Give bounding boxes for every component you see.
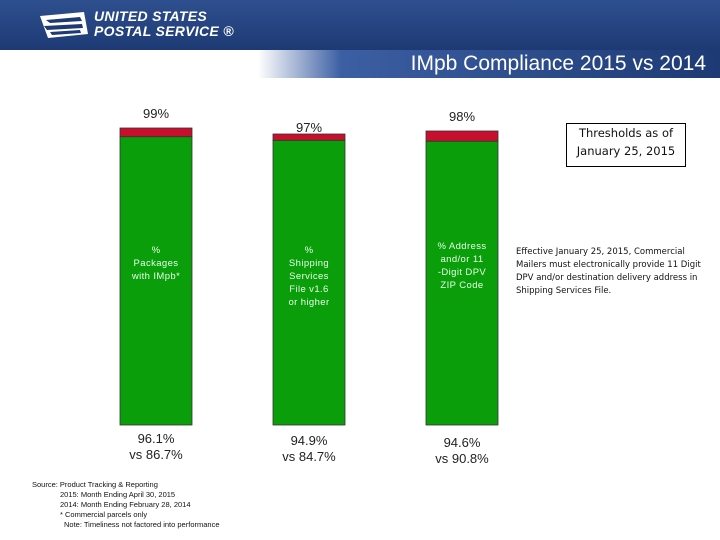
source-line: Note: Timeliness not factored into perfo… bbox=[64, 520, 220, 529]
source-line: Source: Product Tracking & Reporting bbox=[32, 480, 158, 489]
bar-gap-address bbox=[425, 130, 499, 142]
comparison-shipping-file: 94.9% vs 84.7% bbox=[282, 433, 336, 464]
usps-wordmark: UNITED STATES POSTAL SERVICE ® bbox=[94, 9, 234, 39]
bar-category-address: % Address and/or 11 -Digit DPV ZIP Code bbox=[437, 241, 487, 291]
bar-category-packages: % Packages with IMpb* bbox=[131, 245, 181, 282]
bar-compliance-address bbox=[425, 140, 499, 426]
bar-compliance-packages bbox=[119, 136, 193, 426]
comparison-address: 94.6% vs 90.8% bbox=[435, 435, 489, 466]
thresholds-box-line2: January 25, 2015 bbox=[576, 144, 676, 158]
effective-date-note: Effective January 25, 2015, Commercial M… bbox=[516, 247, 701, 296]
source-line: * Commercial parcels only bbox=[60, 510, 148, 519]
thresholds-box: Thresholds as of January 25, 2015 bbox=[566, 123, 686, 167]
bar-gap-packages bbox=[119, 127, 193, 138]
thresholds-box-line1: Thresholds as of bbox=[578, 126, 674, 140]
header-bar: UNITED STATES POSTAL SERVICE ® bbox=[0, 0, 720, 50]
bar-gap-shipping-file bbox=[272, 133, 346, 141]
source-line: 2015: Month Ending April 30, 2015 bbox=[60, 490, 176, 499]
source-line: 2014: Month Ending February 28, 2014 bbox=[60, 500, 191, 509]
usps-wordmark-line2: POSTAL SERVICE ® bbox=[94, 23, 234, 39]
bar-category-shipping-file: % Shipping Services File v1.6 or higher bbox=[288, 245, 330, 308]
threshold-label-shipping-file: 97% bbox=[295, 120, 323, 135]
usps-eagle-logo bbox=[40, 12, 88, 38]
bar-compliance-shipping-file bbox=[272, 139, 346, 426]
title-bar: IMpb Compliance 2015 vs 2014 bbox=[258, 50, 720, 78]
comparison-packages: 96.1% vs 86.7% bbox=[129, 431, 183, 462]
threshold-label-address: 98% bbox=[448, 109, 476, 124]
threshold-label-packages: 99% bbox=[142, 106, 170, 121]
source-notes: Source: Product Tracking & Reporting 201… bbox=[32, 480, 292, 530]
usps-wordmark-line1: UNITED STATES bbox=[94, 8, 208, 24]
page-title: IMpb Compliance 2015 vs 2014 bbox=[410, 52, 706, 75]
